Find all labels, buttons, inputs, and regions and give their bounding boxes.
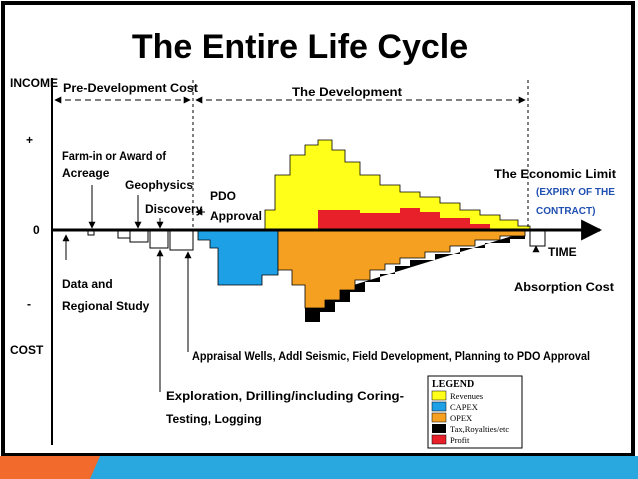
absorption-box bbox=[529, 229, 546, 247]
legend-item: Profit bbox=[450, 435, 470, 445]
bottom-band bbox=[0, 456, 638, 479]
cost-box bbox=[149, 229, 169, 249]
axis-label: TIME bbox=[548, 245, 577, 259]
legend-item: Revenues bbox=[450, 391, 483, 401]
annotation: Acreage bbox=[62, 166, 110, 180]
annotation: The Economic Limit bbox=[494, 167, 616, 181]
axis-label: - bbox=[27, 297, 31, 311]
legend-swatch bbox=[431, 412, 447, 423]
axis-label: 0 bbox=[33, 223, 40, 237]
annotation: (EXPIRY OF THE bbox=[536, 187, 615, 198]
annotation: Discovery bbox=[145, 202, 203, 216]
cost-box bbox=[169, 229, 194, 251]
legend-swatch bbox=[432, 424, 446, 433]
legend-item: CAPEX bbox=[450, 402, 478, 412]
annotation: Testing, Logging bbox=[166, 412, 262, 426]
annotation: Approval bbox=[210, 209, 262, 223]
legend-item: OPEX bbox=[450, 413, 472, 423]
title: The Entire Life Cycle bbox=[132, 28, 468, 66]
opex-area bbox=[277, 229, 526, 309]
revenues-area bbox=[264, 139, 531, 231]
annotation: CONTRACT) bbox=[536, 206, 595, 217]
legend-swatch bbox=[431, 390, 447, 401]
legend-item: Tax,Royalties/etc bbox=[450, 424, 509, 434]
diagram bbox=[51, 78, 603, 445]
legend-swatch bbox=[431, 401, 447, 412]
tax-area bbox=[305, 232, 525, 322]
annotation: Regional Study bbox=[62, 299, 150, 313]
annotation: Exploration, Drilling/including Coring- bbox=[166, 389, 404, 403]
cost-box bbox=[129, 229, 149, 243]
legend-title: LEGEND bbox=[432, 379, 474, 390]
annotation: PDO bbox=[210, 189, 236, 203]
annotation: Appraisal Wells, Addl Seismic, Field Dev… bbox=[192, 349, 590, 363]
profit-area bbox=[318, 208, 490, 230]
axis-label: INCOME bbox=[10, 76, 58, 90]
annotation: Farm-in or Award of bbox=[62, 149, 167, 163]
phase-label: Pre-Development Cost bbox=[63, 81, 198, 95]
axis-label: COST bbox=[10, 343, 44, 357]
annotation: Geophysics bbox=[125, 178, 193, 192]
axis-label: + bbox=[26, 133, 33, 147]
annotation: Absorption Cost bbox=[514, 280, 614, 294]
legend: LEGEND Revenues CAPEX OPEX Tax,Royalties… bbox=[427, 375, 523, 449]
bottom-accent bbox=[0, 456, 100, 479]
legend-swatch bbox=[431, 434, 447, 445]
phase-label: The Development bbox=[292, 85, 402, 99]
annotation: Data and bbox=[62, 277, 113, 291]
